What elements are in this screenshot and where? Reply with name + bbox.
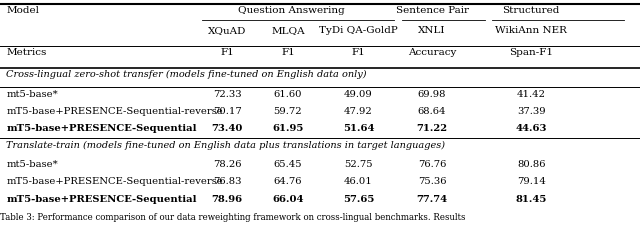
Text: F1: F1 bbox=[281, 48, 295, 57]
Text: 52.75: 52.75 bbox=[344, 160, 372, 169]
Text: mT5-base+PRESENCE-Sequential-reverse: mT5-base+PRESENCE-Sequential-reverse bbox=[6, 177, 223, 186]
Text: 68.64: 68.64 bbox=[418, 107, 446, 116]
Text: Cross-lingual zero-shot transfer (models fine-tuned on English data only): Cross-lingual zero-shot transfer (models… bbox=[6, 70, 367, 79]
Text: 37.39: 37.39 bbox=[517, 107, 545, 116]
Text: 79.14: 79.14 bbox=[516, 177, 546, 186]
Text: 75.36: 75.36 bbox=[418, 177, 446, 186]
Text: F1: F1 bbox=[351, 48, 365, 57]
Text: 76.83: 76.83 bbox=[213, 177, 241, 186]
Text: 72.33: 72.33 bbox=[213, 90, 241, 99]
Text: 57.65: 57.65 bbox=[342, 195, 374, 204]
Text: 81.45: 81.45 bbox=[515, 195, 547, 204]
Text: 64.76: 64.76 bbox=[274, 177, 302, 186]
Text: Structured: Structured bbox=[502, 6, 560, 15]
Text: Metrics: Metrics bbox=[6, 48, 47, 57]
Text: WikiAnn NER: WikiAnn NER bbox=[495, 26, 567, 35]
Text: mt5-base*: mt5-base* bbox=[6, 90, 58, 99]
Text: 70.17: 70.17 bbox=[213, 107, 241, 116]
Text: Table 3: Performance comparison of our data reweighting framework on cross-lingu: Table 3: Performance comparison of our d… bbox=[0, 213, 465, 222]
Text: 66.04: 66.04 bbox=[272, 195, 304, 204]
Text: TyDi QA-GoldP: TyDi QA-GoldP bbox=[319, 26, 398, 35]
Text: mT5-base+PRESENCE-Sequential-reverse: mT5-base+PRESENCE-Sequential-reverse bbox=[6, 107, 223, 116]
Text: 78.26: 78.26 bbox=[213, 160, 241, 169]
Text: Model: Model bbox=[6, 6, 40, 15]
Text: MLQA: MLQA bbox=[271, 26, 305, 35]
Text: 46.01: 46.01 bbox=[344, 177, 372, 186]
Text: 49.09: 49.09 bbox=[344, 90, 372, 99]
Text: F1: F1 bbox=[220, 48, 234, 57]
Text: 61.60: 61.60 bbox=[274, 90, 302, 99]
Text: 41.42: 41.42 bbox=[516, 90, 546, 99]
Text: 61.95: 61.95 bbox=[272, 124, 304, 133]
Text: Sentence Pair: Sentence Pair bbox=[396, 6, 468, 15]
Text: 73.40: 73.40 bbox=[211, 124, 243, 133]
Text: Translate-train (models fine-tuned on English data plus translations in target l: Translate-train (models fine-tuned on En… bbox=[6, 141, 445, 150]
Text: Question Answering: Question Answering bbox=[238, 6, 344, 15]
Text: 77.74: 77.74 bbox=[417, 195, 447, 204]
Text: 69.98: 69.98 bbox=[418, 90, 446, 99]
Text: 78.96: 78.96 bbox=[212, 195, 243, 204]
Text: 44.63: 44.63 bbox=[515, 124, 547, 133]
Text: 71.22: 71.22 bbox=[417, 124, 447, 133]
Text: 47.92: 47.92 bbox=[344, 107, 372, 116]
Text: Accuracy: Accuracy bbox=[408, 48, 456, 57]
Text: mT5-base+PRESENCE-Sequential: mT5-base+PRESENCE-Sequential bbox=[6, 195, 197, 204]
Text: mt5-base*: mt5-base* bbox=[6, 160, 58, 169]
Text: 51.64: 51.64 bbox=[342, 124, 374, 133]
Text: XNLI: XNLI bbox=[419, 26, 445, 35]
Text: 65.45: 65.45 bbox=[274, 160, 302, 169]
Text: 76.76: 76.76 bbox=[418, 160, 446, 169]
Text: mT5-base+PRESENCE-Sequential: mT5-base+PRESENCE-Sequential bbox=[6, 124, 197, 133]
Text: 80.86: 80.86 bbox=[517, 160, 545, 169]
Text: Span-F1: Span-F1 bbox=[509, 48, 553, 57]
Text: 59.72: 59.72 bbox=[274, 107, 302, 116]
Text: XQuAD: XQuAD bbox=[208, 26, 246, 35]
